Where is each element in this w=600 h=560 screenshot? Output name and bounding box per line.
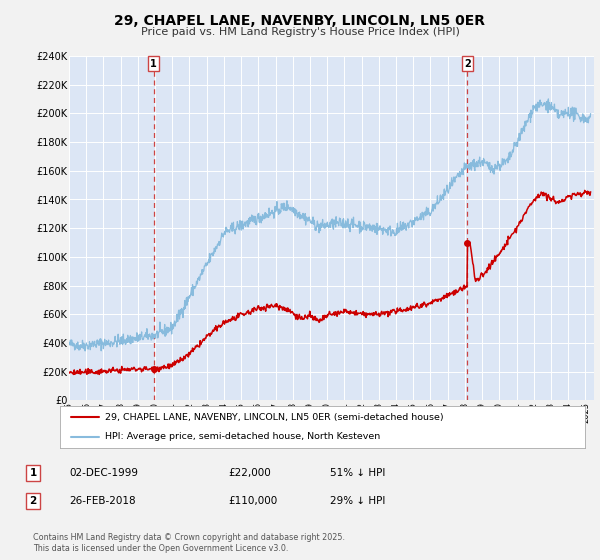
Text: 26-FEB-2018: 26-FEB-2018 bbox=[69, 496, 136, 506]
Text: 29, CHAPEL LANE, NAVENBY, LINCOLN, LN5 0ER (semi-detached house): 29, CHAPEL LANE, NAVENBY, LINCOLN, LN5 0… bbox=[104, 413, 443, 422]
Text: £110,000: £110,000 bbox=[228, 496, 277, 506]
Text: 29% ↓ HPI: 29% ↓ HPI bbox=[330, 496, 385, 506]
Text: 51% ↓ HPI: 51% ↓ HPI bbox=[330, 468, 385, 478]
Text: £22,000: £22,000 bbox=[228, 468, 271, 478]
Text: Contains HM Land Registry data © Crown copyright and database right 2025.
This d: Contains HM Land Registry data © Crown c… bbox=[33, 534, 345, 553]
Text: 2: 2 bbox=[29, 496, 37, 506]
Text: 29, CHAPEL LANE, NAVENBY, LINCOLN, LN5 0ER: 29, CHAPEL LANE, NAVENBY, LINCOLN, LN5 0… bbox=[115, 14, 485, 28]
Text: 1: 1 bbox=[151, 59, 157, 69]
Text: Price paid vs. HM Land Registry's House Price Index (HPI): Price paid vs. HM Land Registry's House … bbox=[140, 27, 460, 38]
Text: HPI: Average price, semi-detached house, North Kesteven: HPI: Average price, semi-detached house,… bbox=[104, 432, 380, 441]
Text: 02-DEC-1999: 02-DEC-1999 bbox=[69, 468, 138, 478]
Text: 1: 1 bbox=[29, 468, 37, 478]
Text: 2: 2 bbox=[464, 59, 471, 69]
